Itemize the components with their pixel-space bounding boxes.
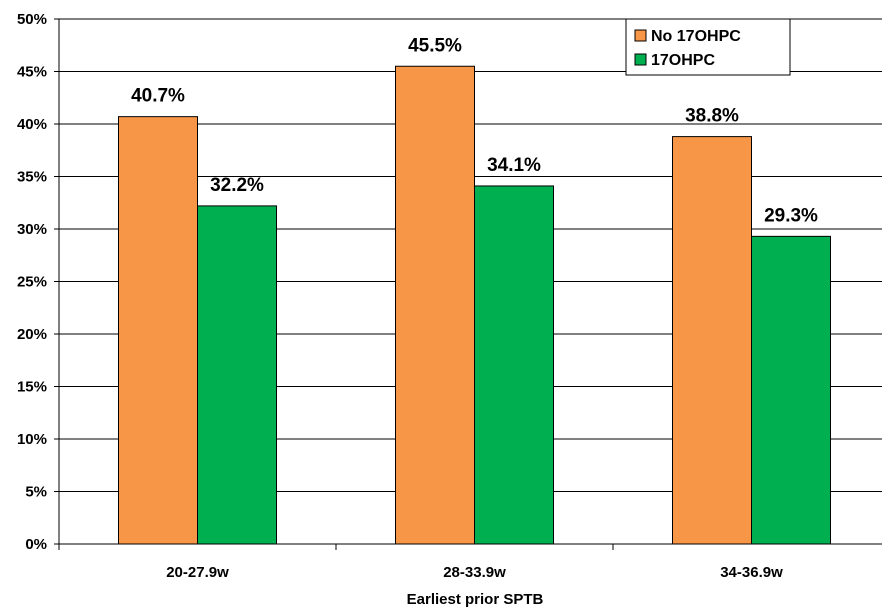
- x-tick-label: 20-27.9w: [166, 564, 229, 581]
- y-tick-label: 15%: [17, 379, 47, 396]
- legend-swatch: [634, 29, 647, 42]
- bar-no-17ohpc-2: [395, 65, 475, 545]
- data-label: 29.3%: [764, 205, 818, 226]
- data-label: 45.5%: [408, 35, 462, 56]
- bar-17ohpc-2: [474, 185, 554, 545]
- bar-17ohpc-1: [197, 205, 277, 545]
- legend-label: 17OHPC: [651, 52, 715, 69]
- y-tick-label: 20%: [17, 326, 47, 343]
- data-label: 40.7%: [131, 86, 185, 107]
- data-labels: 40.7% 32.2% 45.5% 34.1% 38.8% 29.3%: [131, 35, 818, 226]
- y-tick-label: 25%: [17, 274, 47, 291]
- legend-label: No 17OHPC: [651, 28, 741, 45]
- bar-no-17ohpc-1: [118, 116, 198, 545]
- bar-no-17ohpc-3: [672, 136, 752, 545]
- y-tick-label: 30%: [17, 221, 47, 238]
- x-tick-label: 28-33.9w: [443, 564, 506, 581]
- y-tick-label: 40%: [17, 116, 47, 133]
- y-tick-label: 45%: [17, 64, 47, 81]
- data-label: 34.1%: [487, 155, 541, 176]
- y-tick-label: 35%: [17, 169, 47, 186]
- y-tick-label: 10%: [17, 431, 47, 448]
- bars: [118, 65, 831, 545]
- bar-17ohpc-3: [751, 235, 831, 545]
- data-label: 32.2%: [210, 175, 264, 196]
- y-axis-ticks: 0% 5% 10% 15% 20% 25% 30% 35% 40% 45% 50%: [17, 11, 59, 553]
- axes: [58, 19, 882, 545]
- legend-box: [625, 18, 791, 76]
- data-label: 38.8%: [685, 106, 739, 127]
- x-tick-label: 34-36.9w: [720, 564, 783, 581]
- y-tick-label: 0%: [25, 536, 47, 553]
- legend-swatch: [634, 53, 647, 66]
- legend: No 17OHPC 17OHPC: [625, 18, 791, 76]
- y-tick-label: 5%: [25, 484, 47, 501]
- y-tick-label: 50%: [17, 11, 47, 28]
- x-axis-title: Earliest prior SPTB: [407, 591, 544, 608]
- x-axis-ticks: 20-27.9w 28-33.9w 34-36.9w: [58, 544, 783, 581]
